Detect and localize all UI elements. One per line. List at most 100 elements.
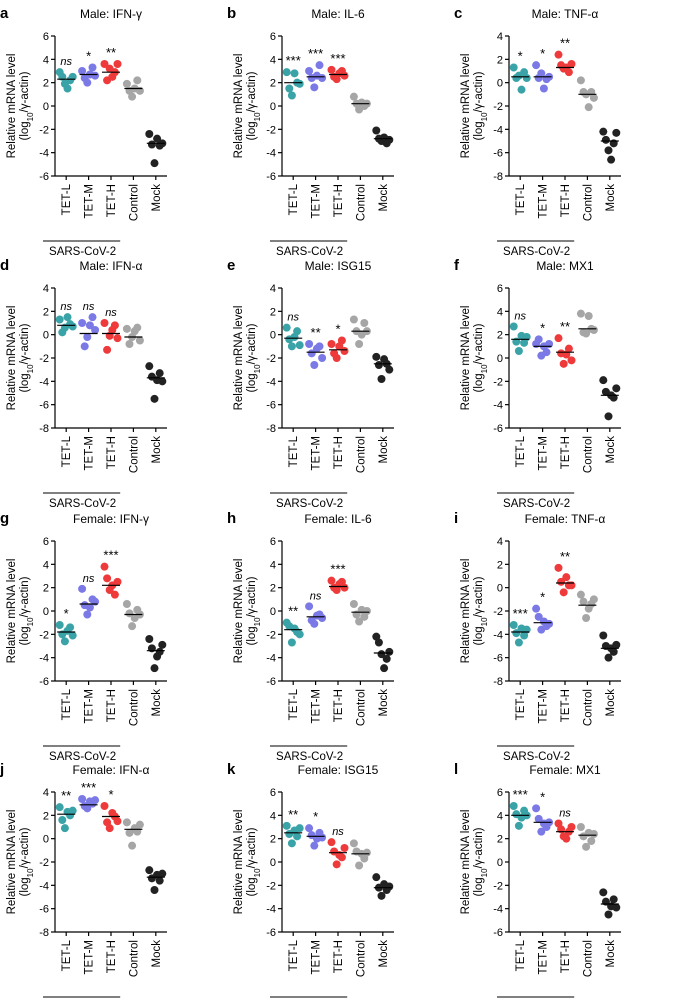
y-axis-label-line2: (log <box>473 373 485 392</box>
data-point <box>349 839 358 848</box>
y-tick-label: 0 <box>270 857 276 869</box>
x-tick-label: TET-M <box>311 940 323 975</box>
y-tick-label: 0 <box>270 606 276 618</box>
significance-label: ** <box>106 45 116 60</box>
data-point <box>612 384 621 393</box>
significance-label: ** <box>560 549 570 564</box>
y-axis-label: Relative mRNA level(log10/γ-actin) <box>6 810 35 915</box>
x-tick-label: TET-H <box>106 940 118 973</box>
x-tick-label: TET-H <box>106 436 118 469</box>
significance-label: ns <box>60 56 72 68</box>
data-point <box>559 359 568 368</box>
data-point <box>604 412 613 421</box>
y-tick-label: -8 <box>39 927 49 939</box>
data-point <box>584 312 593 320</box>
data-point <box>122 818 131 827</box>
data-point <box>604 910 613 919</box>
data-point <box>125 828 134 837</box>
y-axis-label-subscript: 10 <box>253 112 262 121</box>
y-axis-label-line2: (log <box>473 121 485 140</box>
data-point <box>305 340 314 348</box>
y-axis-label-line2-rest: /γ-actin) <box>473 323 485 364</box>
y-tick-label: 4 <box>270 810 276 822</box>
x-tick-label: Control <box>355 184 367 221</box>
panel-letter: i <box>454 510 458 527</box>
data-point <box>582 842 591 851</box>
panel-letter: h <box>227 510 236 527</box>
x-tick-label: TET-H <box>560 940 572 973</box>
y-tick-label: -6 <box>493 423 503 435</box>
y-axis-label: Relative mRNA level(log10/γ-actin) <box>460 559 489 664</box>
panel-title: Male: IFN-γ <box>80 7 142 21</box>
x-tick-label: TET-M <box>84 940 96 975</box>
data-point <box>125 609 134 618</box>
y-axis-label-line2: (log <box>19 121 31 140</box>
x-tick-label: Mock <box>151 436 163 464</box>
y-tick-label: 2 <box>270 78 276 90</box>
y-tick-label: 4 <box>43 559 49 571</box>
data-point <box>340 583 349 592</box>
x-tick-label: Control <box>128 940 140 977</box>
data-point <box>607 155 616 164</box>
y-axis-label-line2-rest: /γ-actin) <box>473 576 485 617</box>
data-point <box>567 60 576 68</box>
x-tick-label: TET-H <box>560 184 572 217</box>
x-tick-label: TET-H <box>333 184 345 217</box>
data-point <box>599 631 608 640</box>
x-tick-label: TET-L <box>515 939 527 971</box>
y-tick-label: 4 <box>43 54 49 66</box>
data-point <box>128 622 137 631</box>
group-label: SARS-CoV-2 <box>49 498 116 510</box>
data-point <box>68 322 77 331</box>
significance-label: ns <box>332 826 344 838</box>
significance-label: * <box>335 322 340 337</box>
y-tick-label: 4 <box>270 283 276 295</box>
y-axis-label-line2: (log <box>473 877 485 896</box>
data-point <box>340 347 349 355</box>
y-axis-label-line1: Relative mRNA level <box>233 810 245 915</box>
significance-label: * <box>64 606 69 621</box>
y-tick-label: -4 <box>493 629 503 641</box>
y-tick-label: 4 <box>497 306 503 318</box>
panel-letter: a <box>0 5 9 22</box>
panel-j: j Female: IFN-α -8 -6 -4 -2 0 2 4 Relative mRNA l… <box>0 761 167 998</box>
y-axis-label-subscript: 10 <box>26 868 35 877</box>
data-point <box>287 91 296 100</box>
y-tick-label: -4 <box>39 653 49 665</box>
x-tick-label: TET-M <box>84 436 96 471</box>
y-tick-label: 0 <box>270 101 276 113</box>
data-point <box>150 394 159 403</box>
data-point <box>601 135 610 144</box>
significance-label: *** <box>330 562 345 577</box>
data-point <box>372 352 381 361</box>
data-point <box>327 576 336 585</box>
data-point <box>68 806 77 815</box>
data-point <box>128 841 137 850</box>
y-tick-label: 0 <box>497 353 503 365</box>
y-axis-label-line2: (log <box>246 626 258 645</box>
data-point <box>307 349 316 358</box>
significance-label: *** <box>103 548 118 563</box>
y-tick-label: -4 <box>493 400 503 412</box>
y-axis-label-line1: Relative mRNA level <box>6 559 18 664</box>
y-axis-label: Relative mRNA level(log10/γ-actin) <box>233 306 262 411</box>
data-point <box>589 93 598 102</box>
data-point <box>542 348 551 357</box>
y-axis-label-line1: Relative mRNA level <box>233 306 245 411</box>
data-point <box>512 629 521 638</box>
panel-title: Female: IFN-γ <box>73 512 149 526</box>
data-point <box>545 619 554 628</box>
data-point <box>110 590 119 599</box>
data-point <box>509 802 518 810</box>
data-point <box>55 621 64 629</box>
significance-label: * <box>313 809 318 824</box>
panel-letter: c <box>454 5 462 22</box>
data-point <box>374 361 383 369</box>
data-point <box>554 563 563 572</box>
y-tick-label: 6 <box>270 31 276 43</box>
data-point <box>534 612 543 621</box>
panel-c: c Male: TNF-α -8 -6 -4 -2 0 2 4 Relative mRNA lev… <box>454 5 621 258</box>
x-tick-label: TET-H <box>333 940 345 973</box>
data-point <box>295 341 304 350</box>
x-tick-label: TET-H <box>333 689 345 722</box>
